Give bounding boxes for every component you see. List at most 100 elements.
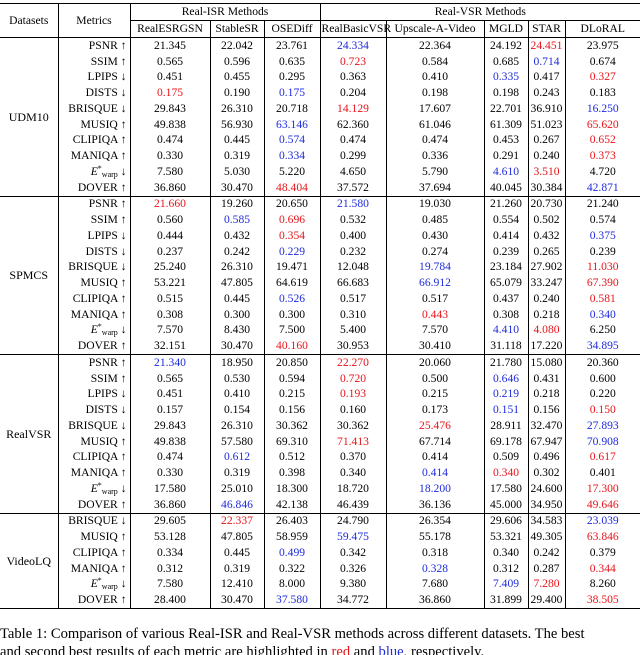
value-cell: 7.500 — [278, 323, 306, 337]
value-cell: 19.784 — [386, 259, 485, 276]
table-row: DOVER ↑ 32.151 30.470 40.160 30.953 30.410 31.… — [0, 338, 640, 356]
dataset-name: VideoLQ — [0, 513, 59, 609]
value-cell: 0.240 — [528, 291, 566, 307]
caption-line-2-post: , respectively. — [403, 644, 485, 655]
value-cell: 0.445 — [210, 291, 265, 307]
value-cell: 63.146 — [276, 117, 308, 131]
value-cell: 36.136 — [386, 496, 485, 514]
table-row: SSIM ↑ 0.565 0.530 0.594 0.720 0.500 0.646 0.43… — [0, 370, 640, 387]
caption-line-2-pre: and second best results of each metric a… — [0, 644, 332, 655]
caption-line-2: and second best results of each metric a… — [0, 643, 640, 655]
value-cell: 0.242 — [210, 243, 265, 260]
value-cell: 46.439 — [319, 496, 387, 514]
metric-name: SSIM ↑ — [58, 370, 131, 387]
method-header: MGLD — [484, 20, 529, 38]
metric-name: DISTS ↓ — [58, 85, 131, 101]
table-row: UDM10 PSNR ↑ 21.345 22.042 23.761 24.334 22.36… — [0, 37, 640, 197]
value-cell: 0.532 — [319, 212, 387, 228]
value-cell: 0.509 — [484, 449, 529, 466]
value-cell: 22.270 — [319, 354, 387, 371]
value-cell: 0.451 — [130, 69, 211, 86]
value-cell: 7.570 — [130, 322, 211, 339]
value-cell: 66.683 — [319, 275, 387, 291]
metric-name: DISTS ↓ — [58, 243, 131, 260]
value-cell: 0.327 — [589, 70, 616, 84]
value-cell: 40.045 — [484, 179, 529, 197]
value-cell: 7.580 — [130, 164, 211, 180]
table-row: E*warp ↓ 7.570 8.430 7.500 5.400 7.570 4.410 4.… — [0, 322, 640, 339]
value-cell: 0.198 — [484, 85, 529, 101]
value-cell: 0.229 — [278, 244, 306, 258]
value-cell: 0.375 — [589, 228, 616, 242]
value-cell: 0.652 — [589, 133, 616, 147]
value-cell: 30.470 — [210, 338, 265, 356]
value-cell: 0.340 — [319, 465, 387, 481]
metric-name: BRISQUE ↓ — [58, 513, 131, 530]
value-cell: 40.160 — [264, 338, 320, 356]
value-cell: 59.475 — [319, 529, 387, 545]
metric-name: CLIPIQA ↑ — [58, 449, 131, 466]
value-cell: 62.360 — [319, 116, 387, 133]
value-cell: 20.360 — [586, 355, 619, 369]
value-cell: 29.605 — [130, 513, 211, 530]
table-row: BRISQUE ↓ 29.843 26.310 20.718 14.129 17.607 2… — [0, 101, 640, 117]
method-header: RealBasicVSR — [319, 20, 391, 38]
value-cell: 24.600 — [528, 481, 566, 497]
value-cell: 0.596 — [210, 53, 265, 70]
caption-blue-word: blue — [378, 644, 404, 655]
value-cell: 0.151 — [484, 402, 529, 418]
value-cell: 22.701 — [484, 101, 529, 117]
table-row: MANIQA ↑ 0.330 0.319 0.398 0.340 0.414 0.340 0.… — [0, 465, 640, 481]
value-cell: 0.512 — [278, 450, 306, 464]
value-cell: 0.485 — [386, 212, 485, 228]
table-row: MANIQA ↑ 0.308 0.300 0.300 0.310 0.443 0.308 0.… — [0, 306, 640, 323]
table-row: SSIM ↑ 0.565 0.596 0.635 0.723 0.584 0.685 0.71… — [0, 53, 640, 70]
value-cell: 0.239 — [589, 244, 616, 258]
value-cell: 0.451 — [130, 386, 211, 403]
value-cell: 19.260 — [210, 196, 265, 213]
value-cell: 26.403 — [276, 514, 308, 528]
value-cell: 22.364 — [386, 37, 485, 54]
value-cell: 0.526 — [278, 291, 306, 305]
value-cell: 30.384 — [528, 179, 566, 197]
value-cell: 28.400 — [130, 592, 211, 610]
value-cell: 0.530 — [210, 370, 265, 387]
table-row: CLIPIQA ↑ 0.334 0.445 0.499 0.342 0.318 0.340 0… — [0, 545, 640, 561]
value-cell: 67.390 — [586, 276, 619, 290]
value-cell: 17.607 — [386, 101, 485, 117]
value-cell: 0.326 — [319, 560, 387, 577]
value-cell: 0.344 — [589, 561, 616, 575]
value-cell: 30.470 — [210, 592, 265, 610]
value-cell: 0.581 — [589, 291, 616, 305]
value-cell: 23.184 — [484, 259, 529, 276]
value-cell: 29.843 — [130, 101, 211, 117]
metric-name: DISTS ↓ — [58, 402, 131, 418]
value-cell: 0.414 — [386, 465, 485, 481]
value-cell: 0.585 — [210, 212, 265, 228]
value-cell: 36.860 — [130, 179, 211, 197]
value-cell: 0.410 — [386, 69, 485, 86]
value-cell: 0.310 — [319, 306, 387, 323]
metric-name: MANIQA ↑ — [58, 148, 131, 164]
value-cell: 29.843 — [130, 418, 211, 434]
table-row: MUSIQ ↑ 53.128 47.805 58.959 59.475 55.178 53.… — [0, 529, 640, 545]
table-row: CLIPIQA ↑ 0.474 0.445 0.574 0.474 0.474 0.453 0… — [0, 132, 640, 149]
value-cell: 11.030 — [587, 260, 619, 274]
value-cell: 32.470 — [528, 418, 566, 434]
value-cell: 0.696 — [278, 213, 306, 227]
value-cell: 4.410 — [484, 322, 529, 339]
dataset-name: UDM10 — [0, 37, 59, 197]
value-cell: 0.474 — [130, 132, 211, 149]
value-cell: 0.215 — [278, 387, 306, 401]
value-cell: 21.240 — [586, 197, 619, 211]
value-cell: 30.362 — [319, 418, 387, 434]
table-row: DOVER ↑ 28.400 30.470 37.580 34.772 36.860 31.… — [0, 592, 640, 610]
value-cell: 20.650 — [276, 197, 308, 211]
table-row: RealVSR PSNR ↑ 21.340 18.950 20.850 22.270 20.… — [0, 354, 640, 514]
metric-name: MUSIQ ↑ — [58, 529, 131, 545]
value-cell: 17.220 — [528, 338, 566, 356]
value-cell: 7.570 — [386, 322, 485, 339]
value-cell: 0.312 — [484, 560, 529, 577]
value-cell: 23.975 — [586, 38, 619, 52]
table-row: DISTS ↓ 0.157 0.154 0.156 0.160 0.173 0.151 0.1… — [0, 402, 640, 418]
